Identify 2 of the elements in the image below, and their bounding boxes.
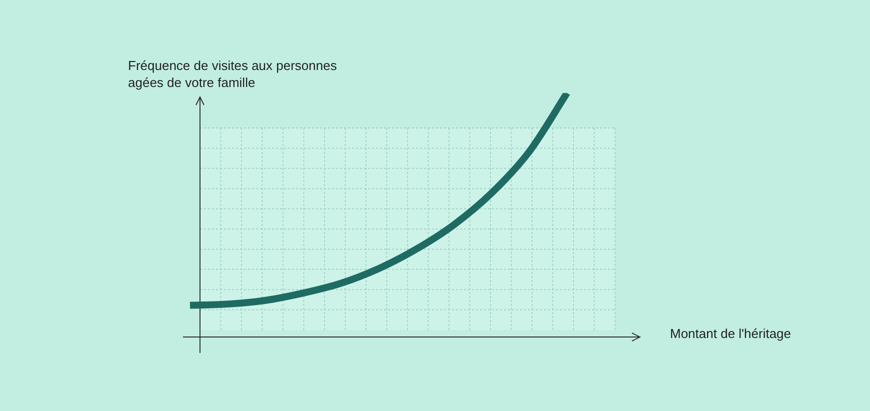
- y-axis-title: Fréquence de visites aux personnes agées de votre famille: [128, 58, 338, 90]
- x-axis-title: Montant de l'héritage: [670, 326, 792, 341]
